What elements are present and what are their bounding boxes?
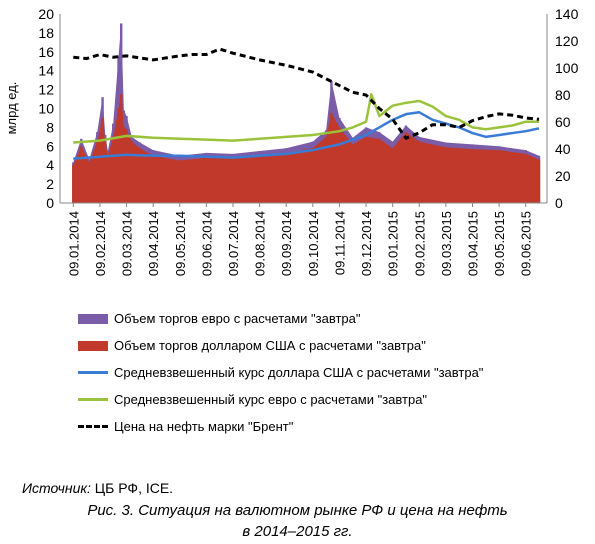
legend-item-euro-rate: Средневзвешенный курс евро с расчетами "… (78, 386, 483, 413)
euro-rate-line (73, 93, 540, 144)
legend-label-euro-rate: Средневзвешенный курс евро с расчетами "… (114, 392, 428, 407)
y-tick-left: 18 (38, 25, 54, 41)
x-tick-label: 09.03.2015 (439, 211, 454, 276)
source-label: Источник: (22, 480, 91, 496)
chart: млрд ед. 0 2 4 6 8 10 12 14 16 18 20 0 20 40 60 80 100 12… (4, 6, 579, 276)
x-tick-label: 09.01.2014 (66, 211, 81, 276)
y-tick-left: 12 (38, 82, 54, 98)
legend-label-brent: Цена на нефть марки "Брент" (114, 419, 294, 434)
y-tick-left: 14 (38, 63, 54, 79)
legend-item-euro-volume: Объем торгов евро с расчетами "завтра" (78, 305, 483, 332)
legend-swatch-usd-rate (78, 371, 108, 374)
legend-label-usd-rate: Средневзвешенный курс доллара США с расч… (114, 365, 484, 380)
y-tick-right: 60 (555, 114, 571, 130)
y-axis-left-label: млрд ед. (4, 82, 19, 135)
legend-swatch-euro-rate (78, 398, 108, 401)
caption-line-1: Рис. 3. Ситуация на валютном рынке РФ и … (87, 502, 508, 519)
y-tick-right: 80 (555, 87, 571, 103)
legend-label-euro-volume: Объем торгов евро с расчетами "завтра" (114, 311, 361, 326)
line-series (73, 47, 540, 160)
x-tick-label: 09.02.2015 (412, 211, 427, 276)
x-tick-label: 09.04.2015 (465, 211, 480, 276)
y-tick-right: 0 (555, 195, 563, 211)
x-tick-label: 09.10.2014 (306, 211, 321, 276)
source-text: ЦБ РФ, ICE. (90, 480, 174, 496)
y-tick-left: 16 (38, 44, 54, 60)
y-tick-left: 20 (38, 6, 54, 22)
y-tick-left: 2 (46, 176, 54, 192)
legend-item-usd-rate: Средневзвешенный курс доллара США с расч… (78, 359, 483, 386)
legend-item-brent: Цена на нефть марки "Брент" (78, 413, 483, 440)
caption-line-2: в 2014–2015 гг. (242, 523, 353, 540)
y-tick-right: 100 (555, 60, 579, 76)
legend-item-usd-volume: Объем торгов долларом США с расчетами "з… (78, 332, 483, 359)
figure-caption: Рис. 3. Ситуация на валютном рынке РФ и … (0, 500, 595, 542)
y-tick-left: 0 (46, 195, 54, 211)
x-tick-label: 09.12.2014 (359, 211, 374, 276)
x-tick-label: 09.07.2014 (226, 211, 241, 276)
x-tick-label: 09.06.2014 (199, 211, 214, 276)
x-tick-label: 09.08.2014 (253, 211, 268, 276)
x-tick-label: 09.05.2015 (492, 211, 507, 276)
x-tick-label: 09.09.2014 (279, 211, 294, 276)
y-tick-right: 20 (555, 168, 571, 184)
y-tick-left: 10 (38, 101, 54, 117)
x-tick-label: 09.02.2014 (93, 211, 108, 276)
y-tick-right: 120 (555, 33, 579, 49)
usd-volume-bar-area (73, 94, 540, 203)
brent-price-line (73, 47, 540, 140)
usd-rate-line (73, 111, 540, 160)
legend-swatch-euro-volume (78, 313, 108, 324)
x-tick-label: 09.03.2014 (120, 211, 135, 276)
x-tick-label: 09.04.2014 (146, 211, 161, 276)
legend-swatch-usd-volume (78, 340, 108, 351)
legend-label-usd-volume: Объем торгов долларом США с расчетами "з… (114, 338, 426, 353)
y-tick-left: 8 (46, 119, 54, 135)
source-note: Источник: ЦБ РФ, ICE. (22, 480, 173, 496)
y-tick-left: 4 (46, 157, 54, 173)
axes: 0 2 4 6 8 10 12 14 16 18 20 0 20 40 60 80 100 120 140 09.01… (38, 6, 578, 276)
legend-swatch-brent (78, 425, 108, 428)
legend: Объем торгов евро с расчетами "завтра" О… (78, 305, 483, 440)
y-tick-right: 140 (555, 6, 579, 22)
x-tick-label: 09.06.2015 (519, 211, 534, 276)
usd-volume-series (72, 94, 541, 203)
y-tick-left: 6 (46, 138, 54, 154)
x-tick-label: 09.05.2014 (173, 211, 188, 276)
x-tick-label: 09.11.2014 (332, 211, 347, 275)
y-tick-right: 40 (555, 141, 571, 157)
x-tick-label: 09.01.2015 (386, 211, 401, 276)
